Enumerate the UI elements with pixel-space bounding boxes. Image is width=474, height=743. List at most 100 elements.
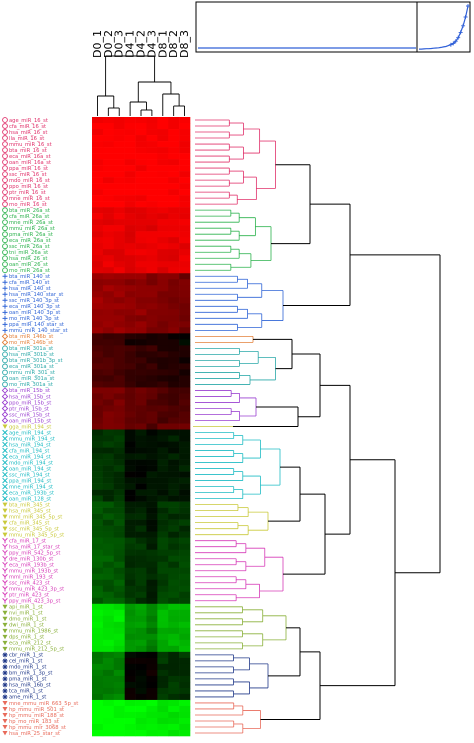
heatmap-cell bbox=[157, 333, 169, 340]
row-label: cfa_miR_16_st bbox=[9, 124, 46, 130]
heatmap-cell bbox=[146, 231, 158, 238]
row-label: ssc_miR_16_st bbox=[9, 172, 46, 178]
heatmap-cell bbox=[157, 627, 169, 635]
heatmap-cell bbox=[102, 135, 115, 142]
row-label: dre_miR_130b_st bbox=[9, 557, 53, 563]
inset-point bbox=[466, 4, 470, 8]
heatmap-cell bbox=[102, 351, 115, 358]
heatmap-cell bbox=[179, 687, 191, 695]
heatmap-cell bbox=[179, 669, 191, 677]
row-marker bbox=[2, 285, 8, 291]
heatmap-cell bbox=[113, 285, 125, 292]
heatmap-cell bbox=[124, 549, 136, 557]
heatmap-cell bbox=[157, 345, 169, 352]
row-marker bbox=[2, 465, 8, 472]
heatmap-cell bbox=[92, 699, 104, 707]
row-label: eca_miR_16a_st bbox=[9, 154, 51, 160]
heatmap-cell bbox=[168, 513, 180, 520]
heatmap-cell bbox=[168, 483, 180, 490]
heatmap-cell bbox=[113, 477, 125, 484]
row-marker bbox=[1, 333, 9, 340]
heatmap-cell bbox=[124, 219, 136, 226]
heatmap-cell bbox=[179, 309, 191, 316]
heatmap-cell bbox=[179, 147, 191, 154]
heatmap-cell bbox=[146, 405, 158, 412]
heatmap-cell bbox=[113, 495, 125, 502]
heatmap-cell bbox=[157, 531, 169, 538]
heatmap-cell bbox=[146, 387, 158, 394]
row-label: mmu_miR_193b_st bbox=[9, 569, 58, 575]
heatmap-cell bbox=[102, 657, 115, 665]
heatmap-cell bbox=[146, 297, 158, 304]
heatmap-cell bbox=[92, 129, 104, 136]
heatmap-cell bbox=[135, 531, 147, 538]
row-marker bbox=[2, 526, 8, 532]
heatmap-cell bbox=[113, 411, 125, 418]
heatmap-cell bbox=[124, 135, 136, 142]
heatmap-cell bbox=[102, 705, 115, 713]
heatmap-cell bbox=[135, 159, 147, 166]
row-marker bbox=[1, 411, 9, 418]
heatmap-cell bbox=[113, 129, 125, 136]
row-label: ppa_miR_16_st bbox=[9, 166, 48, 172]
row-label: hsa_miR_345_st bbox=[9, 508, 51, 514]
heatmap-cell bbox=[146, 555, 158, 563]
heatmap-cell bbox=[179, 417, 191, 424]
heatmap-cell bbox=[102, 729, 115, 737]
heatmap-cell bbox=[157, 357, 169, 364]
heatmap-cell bbox=[102, 537, 115, 544]
heatmap-cell bbox=[168, 477, 180, 484]
heatmap-cell bbox=[157, 177, 169, 184]
row-marker bbox=[2, 183, 8, 189]
row-marker bbox=[2, 688, 8, 694]
heatmap-cell bbox=[157, 579, 169, 587]
heatmap-cell bbox=[146, 357, 158, 364]
heatmap-cell bbox=[179, 195, 191, 202]
heatmap-cell bbox=[168, 171, 180, 178]
heatmap-cell bbox=[113, 465, 125, 472]
heatmap-cell bbox=[135, 609, 147, 617]
row-marker bbox=[2, 700, 8, 706]
heatmap-cell bbox=[124, 201, 136, 208]
heatmap-cell bbox=[124, 423, 136, 430]
heatmap-cell bbox=[92, 537, 104, 544]
heatmap-cell bbox=[135, 177, 147, 184]
heatmap-cell bbox=[124, 417, 136, 424]
heatmap-cell bbox=[135, 153, 147, 160]
heatmap-cell bbox=[168, 423, 180, 430]
heatmap-cell bbox=[179, 159, 191, 166]
heatmap-cell bbox=[102, 681, 115, 689]
heatmap-cell bbox=[102, 303, 115, 310]
row-label: cbr_miR_1_st bbox=[9, 653, 43, 659]
heatmap-cell bbox=[113, 165, 125, 172]
heatmap-cell bbox=[124, 351, 136, 358]
heatmap-cell bbox=[102, 129, 115, 136]
heatmap-cell bbox=[124, 411, 136, 418]
heatmap-cell bbox=[135, 123, 147, 130]
heatmap-cell bbox=[168, 285, 180, 292]
heatmap-cell bbox=[168, 627, 180, 635]
heatmap-cell bbox=[168, 321, 180, 328]
heatmap-cell bbox=[113, 417, 125, 424]
heatmap-cell bbox=[157, 639, 169, 647]
heatmap-cell bbox=[179, 729, 191, 737]
heatmap-cell bbox=[113, 357, 125, 364]
heatmap-cell bbox=[92, 183, 104, 190]
heatmap-cell bbox=[157, 249, 169, 256]
heatmap-cell bbox=[157, 453, 169, 460]
heatmap-cell bbox=[157, 693, 169, 701]
heatmap-cell bbox=[157, 681, 169, 689]
heatmap-cell bbox=[146, 147, 158, 154]
heatmap-cell bbox=[92, 321, 104, 328]
heatmap-cell bbox=[168, 351, 180, 358]
heatmap-cell bbox=[146, 351, 158, 358]
heatmap-cell bbox=[146, 255, 158, 262]
heatmap-cell bbox=[168, 279, 180, 286]
heatmap-cell bbox=[157, 573, 169, 581]
heatmap-cell bbox=[157, 723, 169, 731]
row-label: mdo_miR_194_st bbox=[9, 460, 53, 466]
heatmap-cell bbox=[135, 633, 147, 641]
heatmap-cell bbox=[124, 147, 136, 154]
heatmap-cell bbox=[113, 255, 125, 262]
heatmap-cell bbox=[157, 633, 169, 641]
